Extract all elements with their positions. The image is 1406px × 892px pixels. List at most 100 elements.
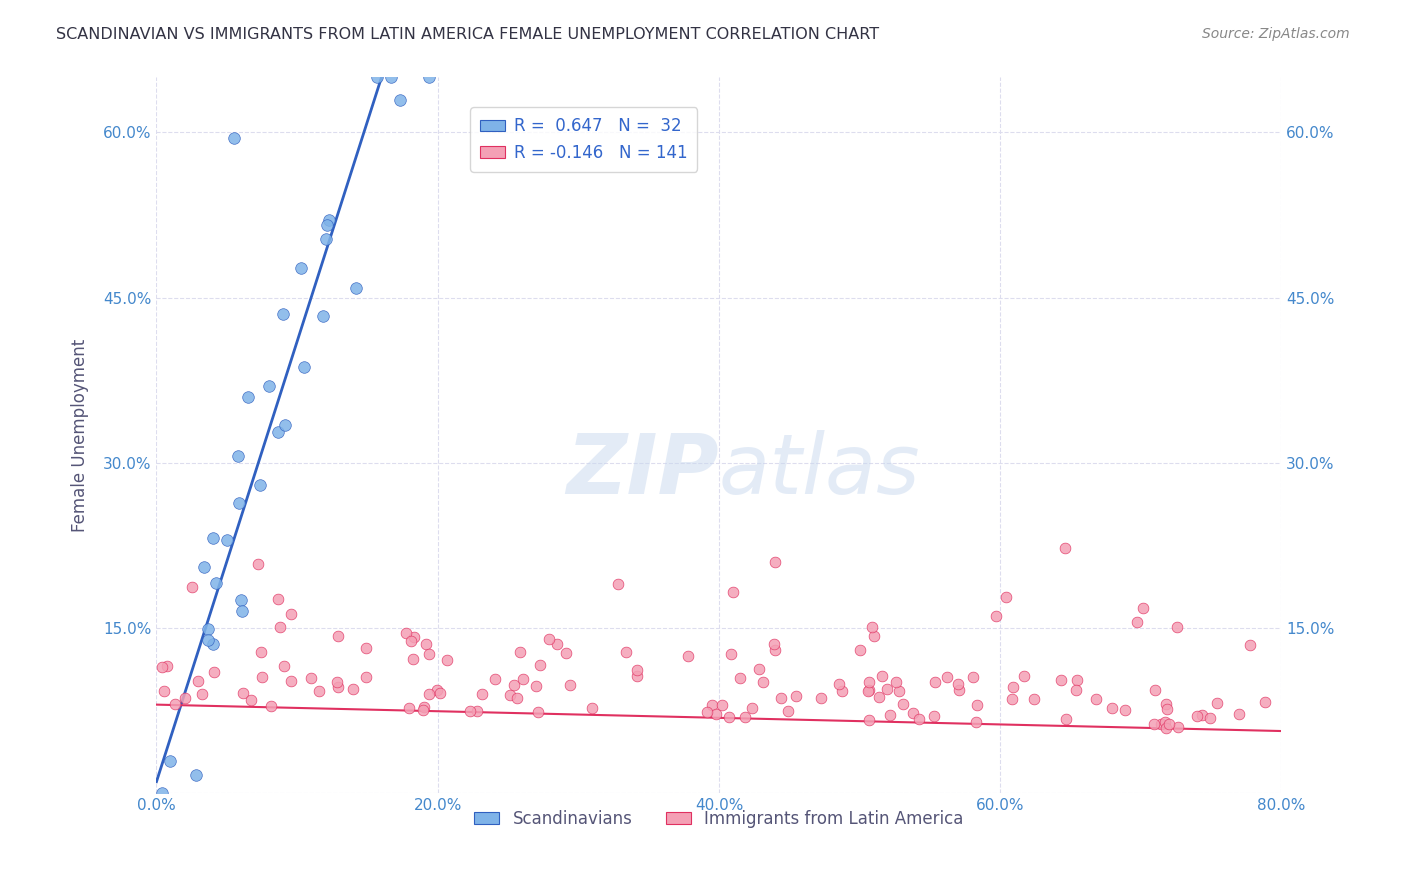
Point [174, 690, 197, 705]
Point [1239, 638, 1261, 652]
Text: atlas: atlas [718, 430, 921, 511]
Point [412, 703, 434, 717]
Point [436, 653, 458, 667]
Point [1126, 615, 1149, 629]
Point [153, 684, 176, 698]
Point [868, 690, 890, 704]
Point [193, 560, 215, 574]
Point [273, 659, 295, 673]
Point [924, 674, 946, 689]
Point [966, 698, 988, 712]
Point [401, 634, 423, 648]
Point [676, 649, 699, 664]
Point [860, 619, 883, 633]
Point [1159, 716, 1181, 731]
Point [315, 232, 337, 246]
Point [1101, 701, 1123, 715]
Point [366, 70, 388, 85]
Point [1143, 717, 1166, 731]
Point [150, 786, 173, 800]
Point [215, 533, 238, 547]
Point [862, 629, 884, 643]
Point [159, 754, 181, 768]
Point [965, 714, 987, 729]
Point [538, 632, 561, 647]
Text: SCANDINAVIAN VS IMMIGRANTS FROM LATIN AMERICA FEMALE UNEMPLOYMENT CORRELATION CH: SCANDINAVIAN VS IMMIGRANTS FROM LATIN AM… [56, 27, 879, 42]
Point [827, 677, 849, 691]
Point [1191, 707, 1213, 722]
Point [770, 691, 793, 706]
Point [884, 675, 907, 690]
Point [471, 687, 494, 701]
Point [180, 580, 202, 594]
Point [891, 697, 914, 711]
Point [499, 688, 522, 702]
Point [1154, 697, 1177, 711]
Point [1254, 695, 1277, 709]
Point [1199, 711, 1222, 725]
Y-axis label: Female Unemployment: Female Unemployment [72, 338, 89, 532]
Point [318, 213, 340, 227]
Point [936, 669, 959, 683]
Text: ZIP: ZIP [567, 430, 718, 511]
Point [879, 708, 901, 723]
Point [232, 686, 254, 700]
Point [946, 677, 969, 691]
Point [710, 698, 733, 712]
Point [524, 679, 547, 693]
Point [165, 697, 187, 711]
Text: Source: ZipAtlas.com: Source: ZipAtlas.com [1202, 27, 1350, 41]
Point [229, 593, 252, 607]
Point [876, 681, 898, 696]
Point [156, 659, 179, 673]
Point [267, 425, 290, 439]
Point [1012, 668, 1035, 682]
Point [995, 590, 1018, 604]
Point [222, 131, 245, 145]
Point [1002, 680, 1025, 694]
Point [1154, 721, 1177, 735]
Point [1156, 702, 1178, 716]
Point [546, 637, 568, 651]
Point [271, 307, 294, 321]
Point [856, 684, 879, 698]
Point [858, 713, 880, 727]
Point [503, 678, 526, 692]
Point [328, 680, 350, 694]
Point [247, 557, 270, 571]
Point [887, 684, 910, 698]
Point [236, 390, 259, 404]
Point [412, 700, 434, 714]
Point [626, 663, 648, 677]
Point [344, 281, 367, 295]
Point [418, 648, 440, 662]
Point [308, 684, 330, 698]
Point [785, 689, 807, 703]
Point [150, 660, 173, 674]
Point [259, 698, 281, 713]
Point [398, 700, 420, 714]
Point [986, 608, 1008, 623]
Point [607, 577, 630, 591]
Point [356, 670, 378, 684]
Point [529, 658, 551, 673]
Point [326, 675, 349, 690]
Point [1206, 696, 1229, 710]
Point [704, 706, 727, 721]
Point [250, 645, 273, 659]
Point [763, 555, 786, 569]
Point [342, 681, 364, 696]
Point [205, 576, 228, 591]
Point [1001, 691, 1024, 706]
Point [810, 690, 832, 705]
Point [858, 675, 880, 690]
Point [870, 669, 893, 683]
Point [402, 651, 425, 665]
Point [356, 641, 378, 656]
Point [197, 633, 219, 648]
Point [257, 378, 280, 392]
Point [762, 637, 785, 651]
Point [1064, 682, 1087, 697]
Point [1185, 709, 1208, 723]
Point [1053, 541, 1076, 556]
